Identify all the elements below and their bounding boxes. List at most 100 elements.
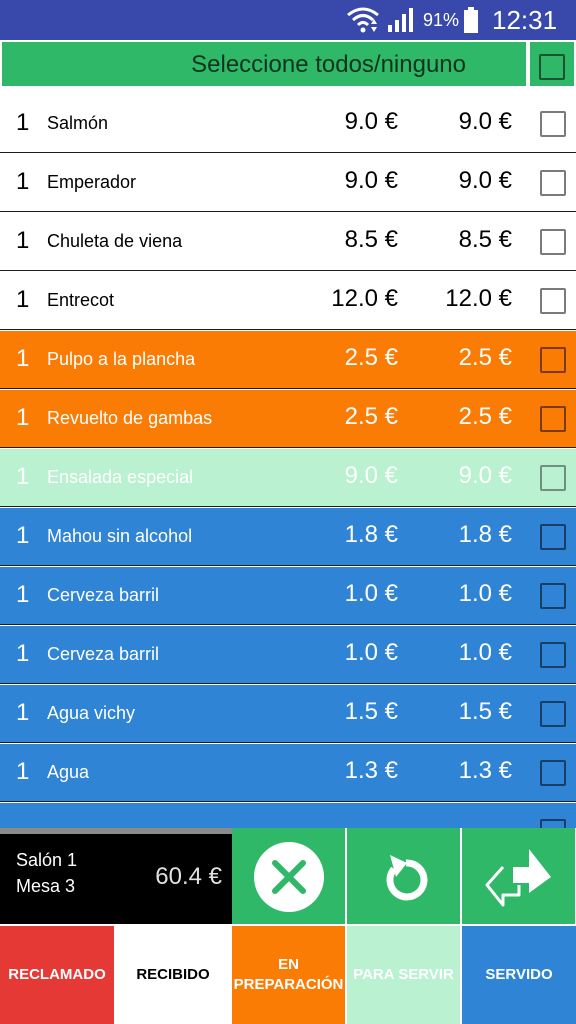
item-checkbox[interactable] bbox=[540, 642, 566, 668]
list-item[interactable]: 1 Cerveza barril 1.0 € 1.0 € bbox=[0, 567, 576, 625]
item-unit-price: 1.3 € bbox=[344, 757, 398, 784]
item-total-price: 1.0 € bbox=[458, 639, 512, 666]
select-all-checkbox-area[interactable] bbox=[530, 42, 574, 86]
item-name: Salmón bbox=[47, 113, 109, 133]
transfer-arrows-icon bbox=[485, 849, 551, 907]
status-en-preparacion-button[interactable]: EN PREPARACIÓN bbox=[232, 926, 345, 1024]
item-checkbox[interactable] bbox=[540, 819, 566, 828]
item-quantity: 1 bbox=[16, 581, 30, 608]
item-unit-price: 1.8 € bbox=[344, 521, 398, 548]
select-all-bar[interactable]: Seleccione todos/ninguno bbox=[2, 42, 526, 86]
transfer-button[interactable] bbox=[462, 828, 575, 924]
item-name: Chuleta de viena bbox=[47, 231, 183, 251]
item-checkbox[interactable] bbox=[540, 347, 566, 373]
item-unit-price: 8.5 € bbox=[344, 226, 398, 253]
item-total-price: 9.0 € bbox=[458, 108, 512, 135]
salon-label: Salón 1 bbox=[16, 850, 78, 870]
table-summary: Salón 1 Mesa 3 60.4 € bbox=[0, 834, 232, 924]
list-item[interactable]: 1 Pulpo a la plancha 2.5 € 2.5 € bbox=[0, 331, 576, 389]
item-name: Agua vichy bbox=[47, 703, 136, 723]
item-checkbox[interactable] bbox=[540, 760, 566, 786]
undo-button[interactable] bbox=[347, 828, 460, 924]
total-amount: 60.4 € bbox=[155, 863, 222, 890]
item-unit-price: 9.0 € bbox=[344, 462, 398, 489]
item-quantity: 1 bbox=[16, 522, 30, 549]
signal-icon bbox=[388, 8, 413, 32]
item-unit-price: 2.5 € bbox=[344, 403, 398, 430]
wifi-icon bbox=[347, 7, 379, 33]
panel-divider bbox=[0, 828, 232, 834]
item-total-price: 12.0 € bbox=[445, 285, 512, 312]
item-total-price: 2.5 € bbox=[458, 344, 512, 371]
item-name: Cerveza barril bbox=[47, 585, 160, 605]
list-item[interactable]: 1 Cerveza barril 1.0 € 1.0 € bbox=[0, 626, 576, 684]
item-quantity: 1 bbox=[16, 699, 30, 726]
item-quantity: 1 bbox=[16, 640, 30, 667]
item-checkbox[interactable] bbox=[540, 465, 566, 491]
item-checkbox[interactable] bbox=[540, 406, 566, 432]
order-items-list[interactable]: 1 Salmón 9.0 € 9.0 € 1 Emperador 9.0 € 9.0 € 1 Ch… bbox=[0, 95, 576, 828]
list-item[interactable] bbox=[0, 803, 576, 828]
list-item[interactable]: 1 Ensalada especial 9.0 € 9.0 € bbox=[0, 449, 576, 507]
select-all-checkbox[interactable] bbox=[539, 54, 565, 80]
item-total-price: 1.8 € bbox=[458, 521, 512, 548]
clock: 12:31 bbox=[492, 5, 558, 35]
item-checkbox[interactable] bbox=[540, 170, 566, 196]
status-bar: 91% 12:31 bbox=[0, 0, 576, 40]
item-checkbox[interactable] bbox=[540, 524, 566, 550]
list-item[interactable]: 1 Emperador 9.0 € 9.0 € bbox=[0, 154, 576, 212]
item-checkbox[interactable] bbox=[540, 583, 566, 609]
list-item[interactable]: 1 Mahou sin alcohol 1.8 € 1.8 € bbox=[0, 508, 576, 566]
item-quantity: 1 bbox=[16, 345, 30, 372]
status-recibido-button[interactable]: RECIBIDO bbox=[116, 926, 230, 1024]
list-item[interactable]: 1 Revuelto de gambas 2.5 € 2.5 € bbox=[0, 390, 576, 448]
item-quantity: 1 bbox=[16, 286, 30, 313]
item-checkbox[interactable] bbox=[540, 229, 566, 255]
cancel-button[interactable] bbox=[232, 828, 345, 924]
item-name: Ensalada especial bbox=[47, 467, 194, 487]
item-quantity: 1 bbox=[16, 168, 30, 195]
list-item[interactable]: 1 Agua 1.3 € 1.3 € bbox=[0, 744, 576, 802]
item-name: Cerveza barril bbox=[47, 644, 160, 664]
battery-percent: 91% bbox=[423, 10, 460, 30]
list-item[interactable]: 1 Salmón 9.0 € 9.0 € bbox=[0, 95, 576, 153]
select-all-row[interactable]: Seleccione todos/ninguno bbox=[0, 40, 576, 88]
item-quantity: 1 bbox=[16, 227, 30, 254]
status-para-servir-button[interactable]: PARA SERVIR bbox=[347, 926, 460, 1024]
item-unit-price: 9.0 € bbox=[344, 167, 398, 194]
item-checkbox[interactable] bbox=[540, 288, 566, 314]
status-servido-button[interactable]: SERVIDO bbox=[462, 926, 576, 1024]
item-total-price: 9.0 € bbox=[458, 167, 512, 194]
item-checkbox[interactable] bbox=[540, 111, 566, 137]
list-item[interactable]: 1 Chuleta de viena 8.5 € 8.5 € bbox=[0, 213, 576, 271]
item-unit-price: 1.0 € bbox=[344, 639, 398, 666]
item-quantity: 1 bbox=[16, 758, 30, 785]
item-total-price: 8.5 € bbox=[458, 226, 512, 253]
item-unit-price: 1.0 € bbox=[344, 580, 398, 607]
item-name: Revuelto de gambas bbox=[47, 408, 213, 428]
item-quantity: 1 bbox=[16, 109, 30, 136]
list-item[interactable]: 1 Agua vichy 1.5 € 1.5 € bbox=[0, 685, 576, 743]
battery-icon bbox=[464, 7, 478, 33]
item-total-price: 1.0 € bbox=[458, 580, 512, 607]
item-checkbox[interactable] bbox=[540, 701, 566, 727]
item-unit-price: 12.0 € bbox=[331, 285, 398, 312]
item-unit-price: 2.5 € bbox=[344, 344, 398, 371]
undo-icon bbox=[386, 855, 428, 901]
item-unit-price: 1.5 € bbox=[344, 698, 398, 725]
item-total-price: 1.3 € bbox=[458, 757, 512, 784]
close-circle-icon bbox=[254, 842, 324, 912]
item-name: Pulpo a la plancha bbox=[47, 349, 196, 369]
item-total-price: 1.5 € bbox=[458, 698, 512, 725]
item-name: Mahou sin alcohol bbox=[47, 526, 193, 546]
item-name: Emperador bbox=[47, 172, 137, 192]
item-total-price: 2.5 € bbox=[458, 403, 512, 430]
item-quantity: 1 bbox=[16, 404, 30, 431]
list-item[interactable]: 1 Entrecot 12.0 € 12.0 € bbox=[0, 272, 576, 330]
status-reclamado-button[interactable]: RECLAMADO bbox=[0, 926, 114, 1024]
item-name: Entrecot bbox=[47, 290, 115, 310]
item-quantity: 1 bbox=[16, 463, 30, 490]
item-total-price: 9.0 € bbox=[458, 462, 512, 489]
item-name: Agua bbox=[47, 762, 90, 782]
item-unit-price: 9.0 € bbox=[344, 108, 398, 135]
